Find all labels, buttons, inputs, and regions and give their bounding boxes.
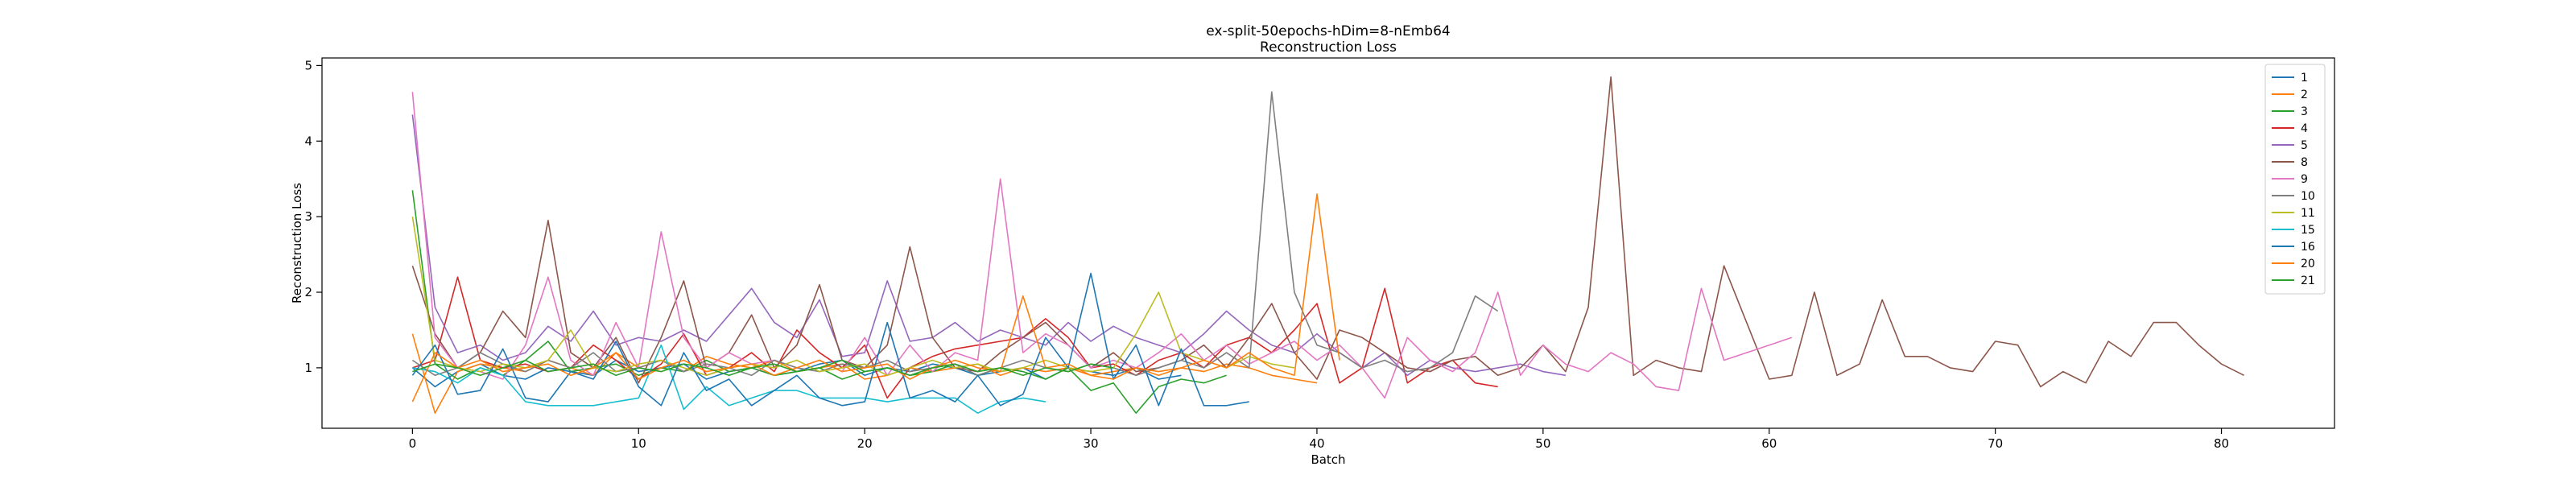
series-line-10	[411, 91, 1499, 377]
y-tick-label: 5	[304, 58, 312, 72]
x-tick-label: 40	[1309, 436, 1324, 451]
legend-label: 10	[2301, 190, 2315, 203]
x-tick-label: 50	[1535, 436, 1550, 451]
x-tick-label: 80	[2214, 436, 2229, 451]
legend-label: 3	[2301, 105, 2308, 118]
series-line-9	[411, 92, 1793, 399]
legend-label: 16	[2301, 241, 2315, 254]
series-line-16	[411, 272, 1249, 407]
series-line-20	[411, 193, 1340, 402]
x-tick-label: 70	[1988, 436, 2003, 451]
y-tick-label: 1	[304, 361, 312, 375]
series-line-15	[412, 344, 1046, 415]
legend-label: 4	[2301, 122, 2308, 135]
series-line-21	[412, 359, 1114, 377]
chart-title: ex-split-50epochs-hDim=8-nEmb64	[1206, 23, 1451, 39]
x-tick-label: 0	[409, 436, 417, 451]
series-layer	[411, 76, 2244, 415]
y-tick-label: 2	[304, 285, 312, 299]
legend-label: 15	[2301, 224, 2315, 237]
series-line-5	[411, 114, 1567, 377]
legend-label: 11	[2301, 207, 2315, 220]
y-tick-label: 3	[304, 209, 312, 224]
axis-layer: 0 10 20 30 40 50 60 70 80 1 2 3 4 5	[304, 58, 2229, 451]
x-tick-label: 60	[1761, 436, 1777, 451]
x-tick-label: 10	[631, 436, 646, 451]
x-axis-label: Batch	[1311, 452, 1345, 467]
legend-label: 5	[2301, 139, 2308, 152]
legend: 1 2 3 4 5 8 9 10 11 15 16 20 21	[2264, 64, 2326, 295]
legend-label: 1	[2301, 72, 2308, 85]
y-tick-label: 4	[304, 134, 312, 148]
legend-label: 8	[2301, 156, 2308, 169]
series-line-4	[412, 276, 1498, 399]
legend-label: 20	[2301, 258, 2315, 270]
legend-label: 21	[2301, 275, 2315, 287]
legend-label: 9	[2301, 173, 2308, 186]
plot-frame	[321, 57, 2335, 429]
y-axis-label: Reconstruction Loss	[290, 183, 304, 303]
x-tick-label: 30	[1084, 436, 1099, 451]
legend-label: 2	[2301, 89, 2308, 101]
series-line-3	[411, 190, 1227, 415]
legend-box	[2264, 64, 2326, 295]
x-tick-label: 20	[857, 436, 873, 451]
chart-subtitle: Reconstruction Loss	[1260, 39, 1397, 56]
